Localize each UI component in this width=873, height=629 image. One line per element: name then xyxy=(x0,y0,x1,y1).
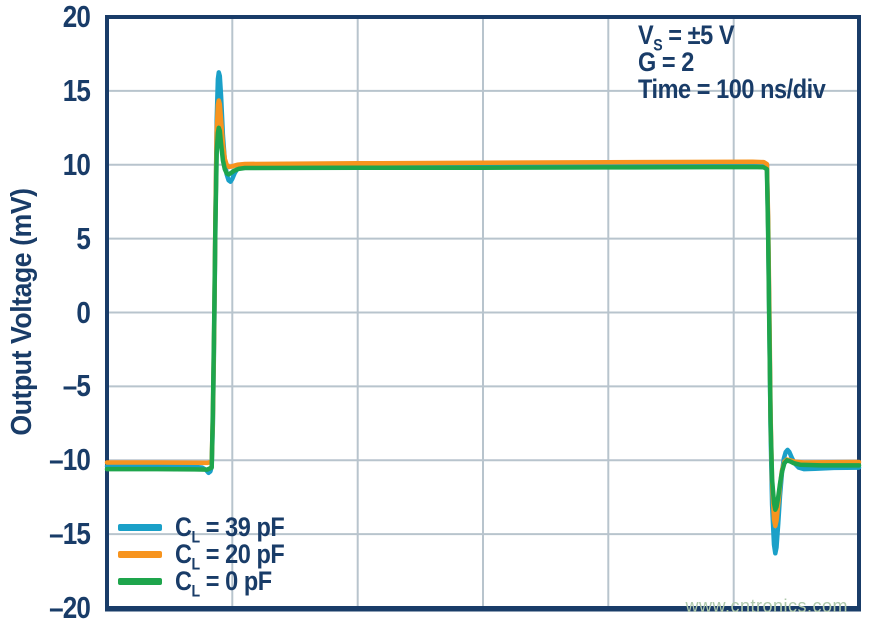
annotation-vs-value: = ±5 V xyxy=(662,20,735,50)
legend-swatch-cl-39pf xyxy=(118,524,162,531)
legend-item-cl-20pf: CL = 20 pF xyxy=(118,539,301,574)
annotation-vs-symbol: V xyxy=(638,20,654,50)
legend-label-cl-39pf: CL = 39 pF xyxy=(175,512,285,547)
legend-swatch-cl-0pf xyxy=(118,578,162,585)
annotation-vs-subscript: S xyxy=(653,36,663,55)
watermark: www.cntronics.com xyxy=(685,596,848,616)
y-tick-label-10: 10 xyxy=(62,147,91,182)
annotation-timebase: Time = 100 ns/div xyxy=(638,74,826,104)
annotation-gain: G = 2 xyxy=(638,47,694,77)
conditions-annotation: VS = ±5 V G = 2 Time = 100 ns/div xyxy=(638,22,853,103)
legend-label-cl-20pf: CL = 20 pF xyxy=(175,539,285,574)
legend-symbol: C xyxy=(175,566,192,596)
y-tick-label-–5: –5 xyxy=(62,368,91,403)
legend-subscript: L xyxy=(191,555,201,574)
legend-item-cl-39pf: CL = 39 pF xyxy=(118,512,301,547)
legend-swatch-cl-20pf xyxy=(118,551,162,558)
legend-subscript: L xyxy=(191,528,201,547)
y-tick-label-15: 15 xyxy=(62,73,91,108)
y-tick-label-20: 20 xyxy=(62,0,91,34)
annotation-supply-voltage: VS = ±5 V xyxy=(638,20,825,54)
legend: CL = 39 pF CL = 20 pF CL = 0 pF xyxy=(118,512,301,601)
legend-symbol: C xyxy=(175,512,192,542)
legend-value: = 0 pF xyxy=(199,566,272,596)
legend-symbol: C xyxy=(175,539,192,569)
y-tick-label-–20: –20 xyxy=(49,590,91,625)
legend-label-cl-0pf: CL = 0 pF xyxy=(175,566,272,601)
y-tick-label-0: 0 xyxy=(76,295,90,330)
y-tick-label-5: 5 xyxy=(76,221,90,256)
legend-subscript: L xyxy=(191,582,201,601)
trace-cl-0pf xyxy=(104,125,862,512)
legend-item-cl-0pf: CL = 0 pF xyxy=(118,566,301,601)
legend-value: = 39 pF xyxy=(199,512,285,542)
legend-value: = 20 pF xyxy=(199,539,285,569)
y-tick-label-–10: –10 xyxy=(49,442,91,477)
y-tick-label-–15: –15 xyxy=(49,516,91,551)
